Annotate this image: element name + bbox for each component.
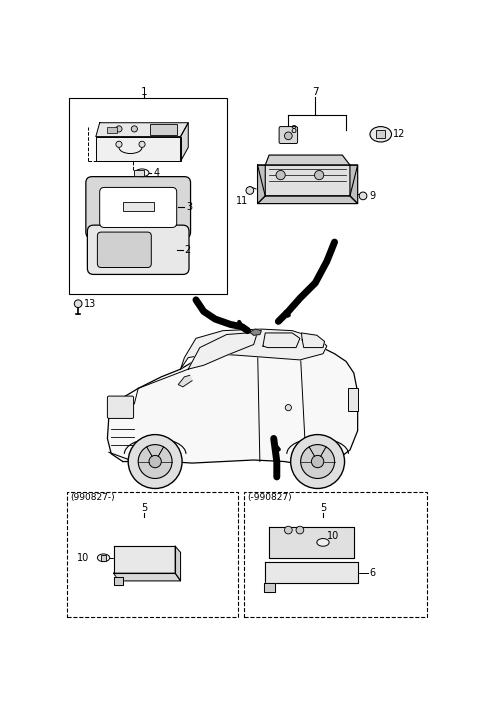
FancyBboxPatch shape <box>279 126 298 143</box>
Circle shape <box>116 141 122 147</box>
Bar <box>101 555 106 561</box>
Circle shape <box>276 171 285 180</box>
Circle shape <box>296 526 304 534</box>
Bar <box>134 170 144 176</box>
Text: 6: 6 <box>369 568 375 578</box>
Polygon shape <box>301 333 324 347</box>
Circle shape <box>149 456 161 468</box>
Text: (-990827): (-990827) <box>248 494 292 502</box>
Polygon shape <box>265 155 350 165</box>
Polygon shape <box>258 165 358 196</box>
Bar <box>67 492 238 617</box>
Circle shape <box>285 132 292 140</box>
Bar <box>150 124 177 135</box>
Text: 9: 9 <box>369 191 375 201</box>
Ellipse shape <box>317 538 329 546</box>
Circle shape <box>131 126 137 132</box>
Text: 13: 13 <box>84 298 96 309</box>
Circle shape <box>139 141 145 147</box>
Polygon shape <box>96 137 180 161</box>
FancyBboxPatch shape <box>108 396 133 418</box>
Polygon shape <box>258 196 358 204</box>
Polygon shape <box>250 329 262 336</box>
Text: 8: 8 <box>291 126 297 135</box>
Circle shape <box>285 526 292 534</box>
Text: 5: 5 <box>320 503 326 512</box>
Polygon shape <box>114 574 180 581</box>
Polygon shape <box>188 332 258 369</box>
Circle shape <box>300 444 335 479</box>
Polygon shape <box>265 562 358 583</box>
Bar <box>108 126 117 133</box>
Polygon shape <box>114 577 123 585</box>
Text: (990827-): (990827-) <box>71 494 115 502</box>
Text: 10: 10 <box>77 552 90 563</box>
Text: 11: 11 <box>236 197 248 206</box>
Circle shape <box>246 187 254 194</box>
Text: 12: 12 <box>393 129 406 139</box>
Polygon shape <box>108 337 358 465</box>
Circle shape <box>359 192 367 200</box>
Polygon shape <box>258 165 265 204</box>
Circle shape <box>74 300 82 307</box>
FancyBboxPatch shape <box>86 177 191 238</box>
Ellipse shape <box>370 126 392 142</box>
Circle shape <box>128 435 182 489</box>
Polygon shape <box>263 333 300 347</box>
Ellipse shape <box>135 169 149 177</box>
Circle shape <box>138 444 172 479</box>
Bar <box>244 492 427 617</box>
Text: 1: 1 <box>141 87 148 97</box>
Polygon shape <box>175 546 180 581</box>
Ellipse shape <box>97 554 110 562</box>
Polygon shape <box>269 527 354 558</box>
FancyBboxPatch shape <box>87 225 189 274</box>
Polygon shape <box>114 546 175 574</box>
Circle shape <box>116 126 122 132</box>
Bar <box>376 131 385 138</box>
Circle shape <box>285 404 291 411</box>
Bar <box>348 388 359 411</box>
Text: 7: 7 <box>312 87 319 97</box>
Bar <box>69 98 227 294</box>
Polygon shape <box>96 123 188 137</box>
FancyBboxPatch shape <box>97 232 151 267</box>
Polygon shape <box>264 583 275 592</box>
Circle shape <box>312 456 324 468</box>
Text: 2: 2 <box>184 245 191 255</box>
Bar <box>123 202 154 211</box>
Text: 3: 3 <box>186 202 192 213</box>
Polygon shape <box>180 329 327 369</box>
Text: 10: 10 <box>327 531 339 541</box>
Polygon shape <box>178 376 192 387</box>
Circle shape <box>314 171 324 180</box>
Text: 4: 4 <box>154 168 160 178</box>
Circle shape <box>291 435 345 489</box>
Text: 5: 5 <box>141 503 147 512</box>
Polygon shape <box>350 165 358 204</box>
FancyBboxPatch shape <box>100 187 177 227</box>
Polygon shape <box>180 123 188 161</box>
